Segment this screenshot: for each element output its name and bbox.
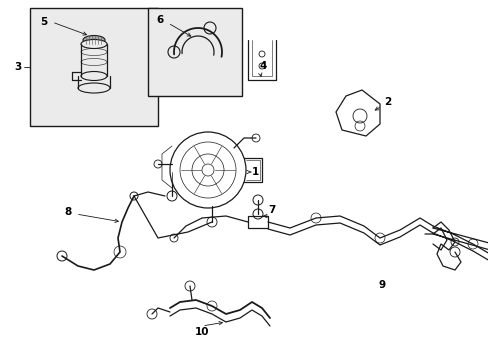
FancyBboxPatch shape xyxy=(148,8,242,96)
Text: 2: 2 xyxy=(384,97,391,107)
Ellipse shape xyxy=(81,72,107,81)
Text: 1: 1 xyxy=(251,167,258,177)
Text: 4: 4 xyxy=(259,61,266,71)
FancyBboxPatch shape xyxy=(30,8,158,126)
Text: 3: 3 xyxy=(14,62,21,72)
Text: 8: 8 xyxy=(64,207,71,217)
Text: 10: 10 xyxy=(194,327,209,337)
Text: 5: 5 xyxy=(41,17,47,27)
FancyBboxPatch shape xyxy=(247,216,267,228)
Text: 6: 6 xyxy=(156,15,163,25)
Ellipse shape xyxy=(81,40,107,49)
Ellipse shape xyxy=(78,83,110,93)
Ellipse shape xyxy=(83,36,105,45)
Text: 7: 7 xyxy=(268,205,275,215)
Text: 9: 9 xyxy=(378,280,385,290)
